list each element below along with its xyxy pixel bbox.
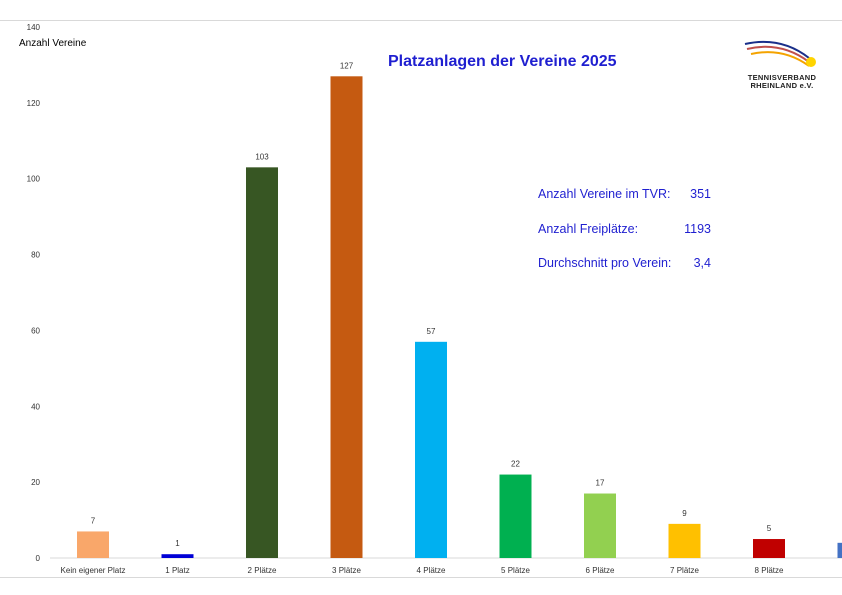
stats-panel: Anzahl Vereine im TVR: 351 Anzahl Freipl… — [538, 187, 738, 291]
stat-label: Anzahl Freiplätze: — [538, 221, 639, 236]
y-tick-label: 0 — [36, 554, 41, 563]
category-label: 4 Plätze — [417, 566, 446, 575]
chart-area — [0, 20, 842, 578]
data-label: 57 — [427, 327, 436, 336]
y-tick-label: 120 — [27, 99, 41, 108]
y-tick-label: 20 — [31, 478, 40, 487]
y-tick-label: 140 — [27, 23, 41, 32]
bar — [77, 531, 109, 558]
y-tick-label: 60 — [31, 326, 40, 335]
category-label: 8 Plätze — [755, 566, 784, 575]
data-label: 9 — [682, 509, 687, 518]
tennisverband-logo: TENNISVERBAND RHEINLAND e.V. — [743, 38, 821, 94]
bar — [246, 167, 278, 559]
stat-value: 351 — [690, 187, 711, 201]
y-tick-label: 80 — [31, 251, 40, 260]
data-label: 1 — [175, 539, 180, 548]
bar — [161, 554, 194, 558]
data-label: 22 — [511, 460, 520, 469]
stat-label: Anzahl Vereine im TVR: — [538, 187, 671, 201]
stat-row-clubs: Anzahl Vereine im TVR: 351 — [538, 187, 738, 222]
category-label: 3 Plätze — [332, 566, 361, 575]
stat-value: 3,4 — [693, 256, 711, 270]
logo-line-2: RHEINLAND e.V. — [750, 81, 814, 90]
stat-value: 1193 — [684, 221, 711, 236]
data-label: 17 — [596, 479, 605, 488]
bar — [499, 474, 532, 558]
bar — [415, 341, 447, 558]
chart-title: Platzanlagen der Vereine 2025 — [388, 53, 617, 70]
logo-swoosh-icon — [744, 40, 816, 67]
category-label: 7 Plätze — [670, 566, 699, 575]
bar — [837, 542, 842, 558]
data-label: 127 — [340, 61, 354, 70]
stat-row-courts: Anzahl Freiplätze: 1193 — [538, 222, 738, 257]
stat-label: Durchschnitt pro Verein: — [538, 256, 672, 270]
logo-line-1: TENNISVERBAND — [747, 73, 817, 82]
stat-row-average: Durchschnitt pro Verein: 3,4 — [538, 256, 738, 291]
bar — [330, 76, 363, 559]
category-label: Kein eigener Platz — [61, 566, 126, 575]
category-label: 1 Platz — [165, 566, 189, 575]
category-label: 6 Plätze — [586, 566, 615, 575]
category-label: 5 Plätze — [501, 566, 530, 575]
y-axis-label: Anzahl Vereine — [19, 38, 87, 49]
data-label: 5 — [767, 524, 772, 533]
y-tick-label: 40 — [31, 402, 40, 411]
bar — [668, 523, 701, 558]
logo-text: TENNISVERBAND RHEINLAND e.V. — [743, 74, 821, 90]
bar — [753, 539, 785, 558]
data-label: 7 — [91, 516, 96, 525]
data-label: 103 — [255, 152, 269, 161]
bar — [584, 493, 616, 558]
category-label: 2 Plätze — [248, 566, 277, 575]
y-tick-label: 100 — [27, 175, 41, 184]
